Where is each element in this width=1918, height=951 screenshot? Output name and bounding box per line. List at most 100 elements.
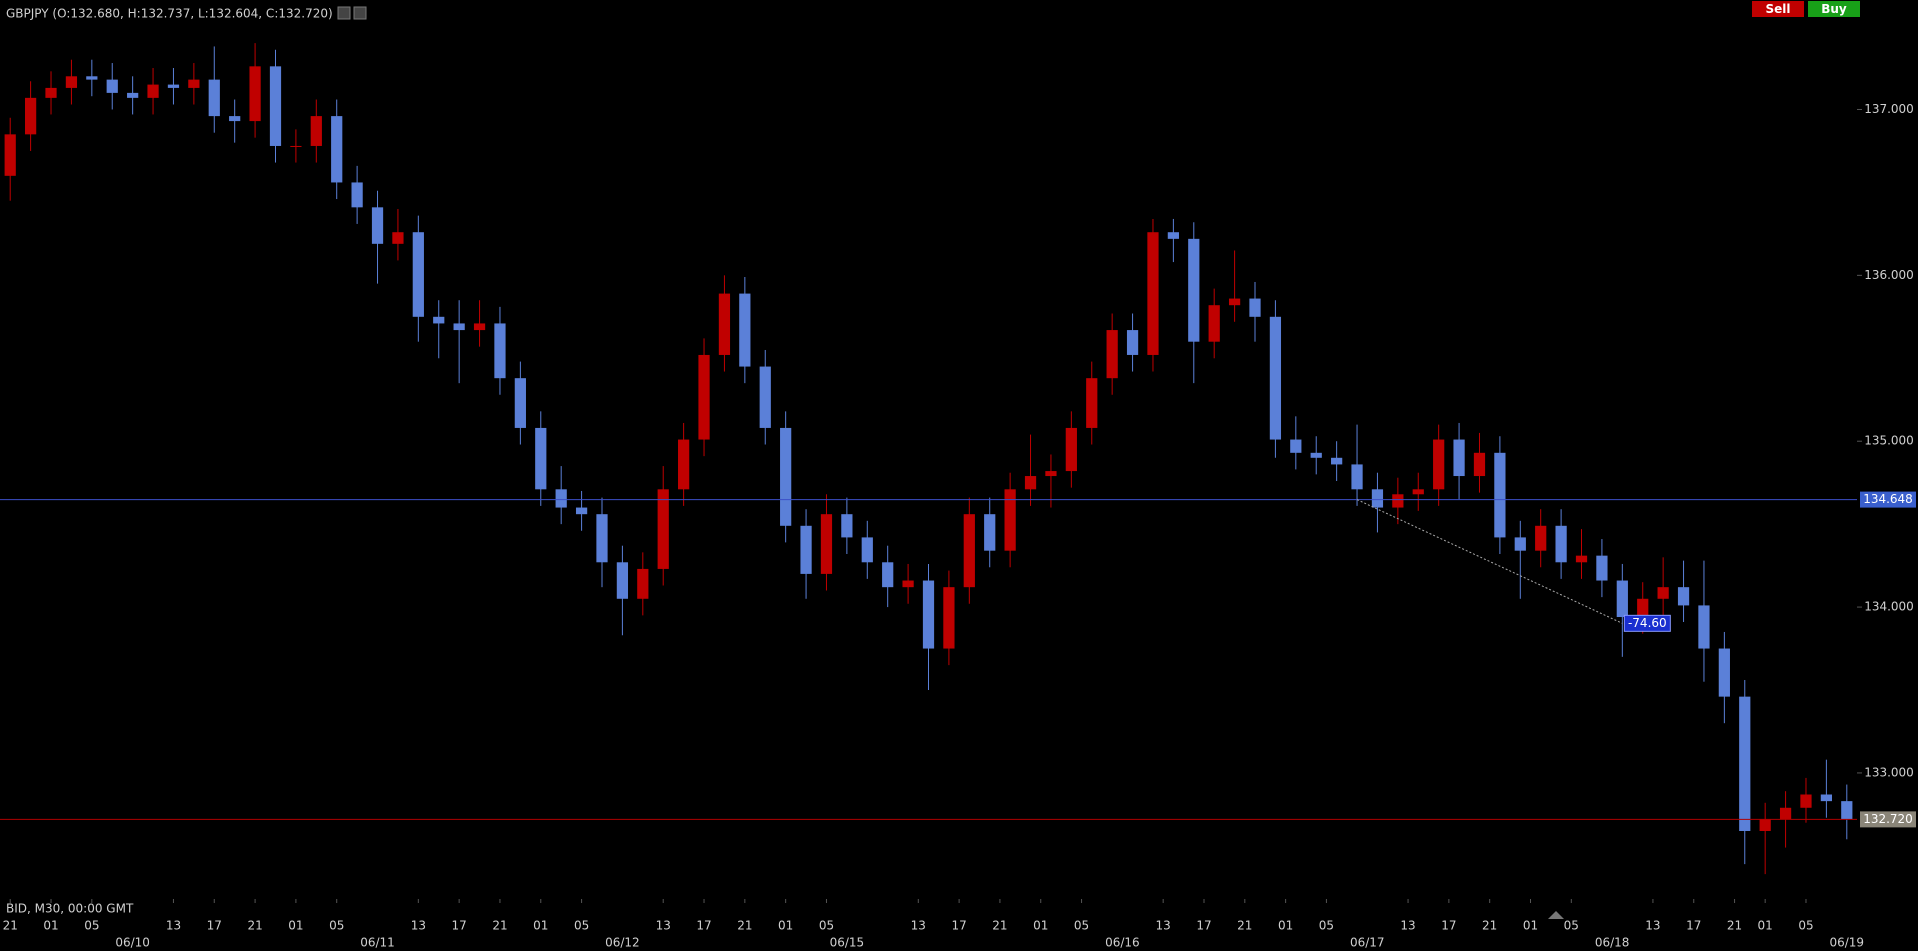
candle-body (1453, 439, 1465, 477)
candle-body (1310, 452, 1322, 458)
candle-body (1433, 439, 1445, 490)
candle-body (351, 182, 363, 208)
y-tick-label: 135.000 (1864, 434, 1914, 448)
candle-body (1024, 476, 1037, 490)
candle-body (1616, 580, 1628, 618)
candle-body (861, 537, 873, 563)
candle-body (902, 580, 914, 588)
candle-body (1555, 525, 1567, 563)
candle-body (494, 323, 506, 379)
buy-button[interactable]: Buy (1808, 1, 1860, 17)
candle-body (1045, 471, 1057, 477)
candle-body (167, 84, 180, 88)
close-icon[interactable] (353, 6, 367, 20)
x-tick-label: 17 (207, 919, 222, 933)
date-tick-label: 06/18 (1595, 936, 1630, 950)
measure-tag (1623, 614, 1671, 632)
candle-body (596, 514, 608, 563)
sell-button[interactable]: Sell (1752, 1, 1804, 17)
measure-line (1356, 499, 1623, 624)
candle-body (1535, 525, 1547, 551)
candle-body (1514, 537, 1526, 551)
candle-body (45, 87, 57, 98)
x-tick-label: 13 (1156, 919, 1171, 933)
x-tick-label: 01 (288, 919, 303, 933)
x-tick-label: 13 (1400, 919, 1415, 933)
candle-body (514, 378, 526, 428)
price-level-tag (1860, 491, 1916, 508)
chart-title: GBPJPY (O:132.680, H:132.737, L:132.604,… (6, 7, 333, 21)
candle-body (1004, 489, 1016, 551)
x-tick-label: 01 (1278, 919, 1293, 933)
date-tick-label: 06/15 (830, 936, 865, 950)
candle-body (1249, 298, 1261, 317)
x-tick-label: 13 (656, 919, 671, 933)
x-tick-label: 05 (84, 919, 99, 933)
y-tick-label: 134.000 (1864, 600, 1914, 614)
candle-body (249, 66, 261, 122)
candle-body (1106, 330, 1118, 379)
x-tick-label: 17 (1686, 919, 1701, 933)
candle-body (4, 134, 16, 176)
candle-body (1086, 378, 1098, 428)
candle-body (943, 587, 955, 649)
scroll-marker[interactable] (1548, 911, 1564, 919)
date-tick-label: 06/17 (1350, 936, 1385, 950)
x-tick-label: 01 (1033, 919, 1048, 933)
candle-body (1718, 648, 1730, 697)
x-tick-label: 05 (1074, 919, 1089, 933)
buy-button-bg[interactable] (1808, 1, 1860, 17)
x-tick-label: 13 (411, 919, 426, 933)
sell-button-bg[interactable] (1752, 1, 1804, 17)
candle-body (759, 366, 771, 428)
candle-body (841, 514, 853, 538)
candle-body (106, 79, 118, 93)
candle-body (229, 116, 241, 122)
x-tick-label: 01 (1758, 919, 1773, 933)
candle-body (657, 489, 669, 569)
candle-body (1188, 238, 1200, 342)
candle-body (127, 92, 139, 98)
buy-label[interactable]: Buy (1821, 2, 1847, 16)
candle-body (1290, 439, 1302, 453)
candle-body (1228, 298, 1241, 306)
x-tick-label: 21 (247, 919, 262, 933)
x-tick-label: 21 (1482, 919, 1497, 933)
candle-body (331, 116, 343, 183)
candle-body (1779, 807, 1792, 820)
x-tick-label: 01 (43, 919, 58, 933)
candle-body (1596, 555, 1608, 581)
settings-icon[interactable] (337, 6, 351, 20)
y-tick-label: 136.000 (1864, 268, 1914, 282)
candle-body (678, 439, 690, 490)
candle-body (555, 489, 567, 508)
candle-body (780, 427, 792, 526)
y-tick-label: 137.000 (1864, 102, 1914, 116)
price-level-tag (1860, 811, 1916, 828)
candle-body (575, 507, 588, 515)
candle-body (1759, 819, 1771, 831)
price-level-label: 134.648 (1863, 492, 1913, 506)
candle-body (147, 84, 159, 98)
candle-body (1800, 794, 1812, 808)
measure-label: -74.60 (1628, 616, 1667, 630)
x-tick-label: 21 (992, 919, 1007, 933)
x-tick-label: 01 (533, 919, 548, 933)
candle-body (820, 514, 833, 574)
candle-body (290, 145, 302, 147)
x-tick-label: 21 (737, 919, 752, 933)
price-level-label: 132.720 (1863, 812, 1913, 826)
x-tick-label: 05 (1564, 919, 1579, 933)
candle-body (1657, 587, 1669, 599)
sell-label[interactable]: Sell (1765, 2, 1790, 16)
candle-body (208, 79, 220, 117)
candle-body (453, 323, 465, 331)
x-tick-label: 05 (1798, 919, 1813, 933)
x-tick-label: 17 (1196, 919, 1211, 933)
x-tick-label: 21 (1237, 919, 1252, 933)
candle-body (739, 293, 751, 367)
candle-body (1269, 316, 1282, 440)
candle-body (473, 323, 486, 331)
